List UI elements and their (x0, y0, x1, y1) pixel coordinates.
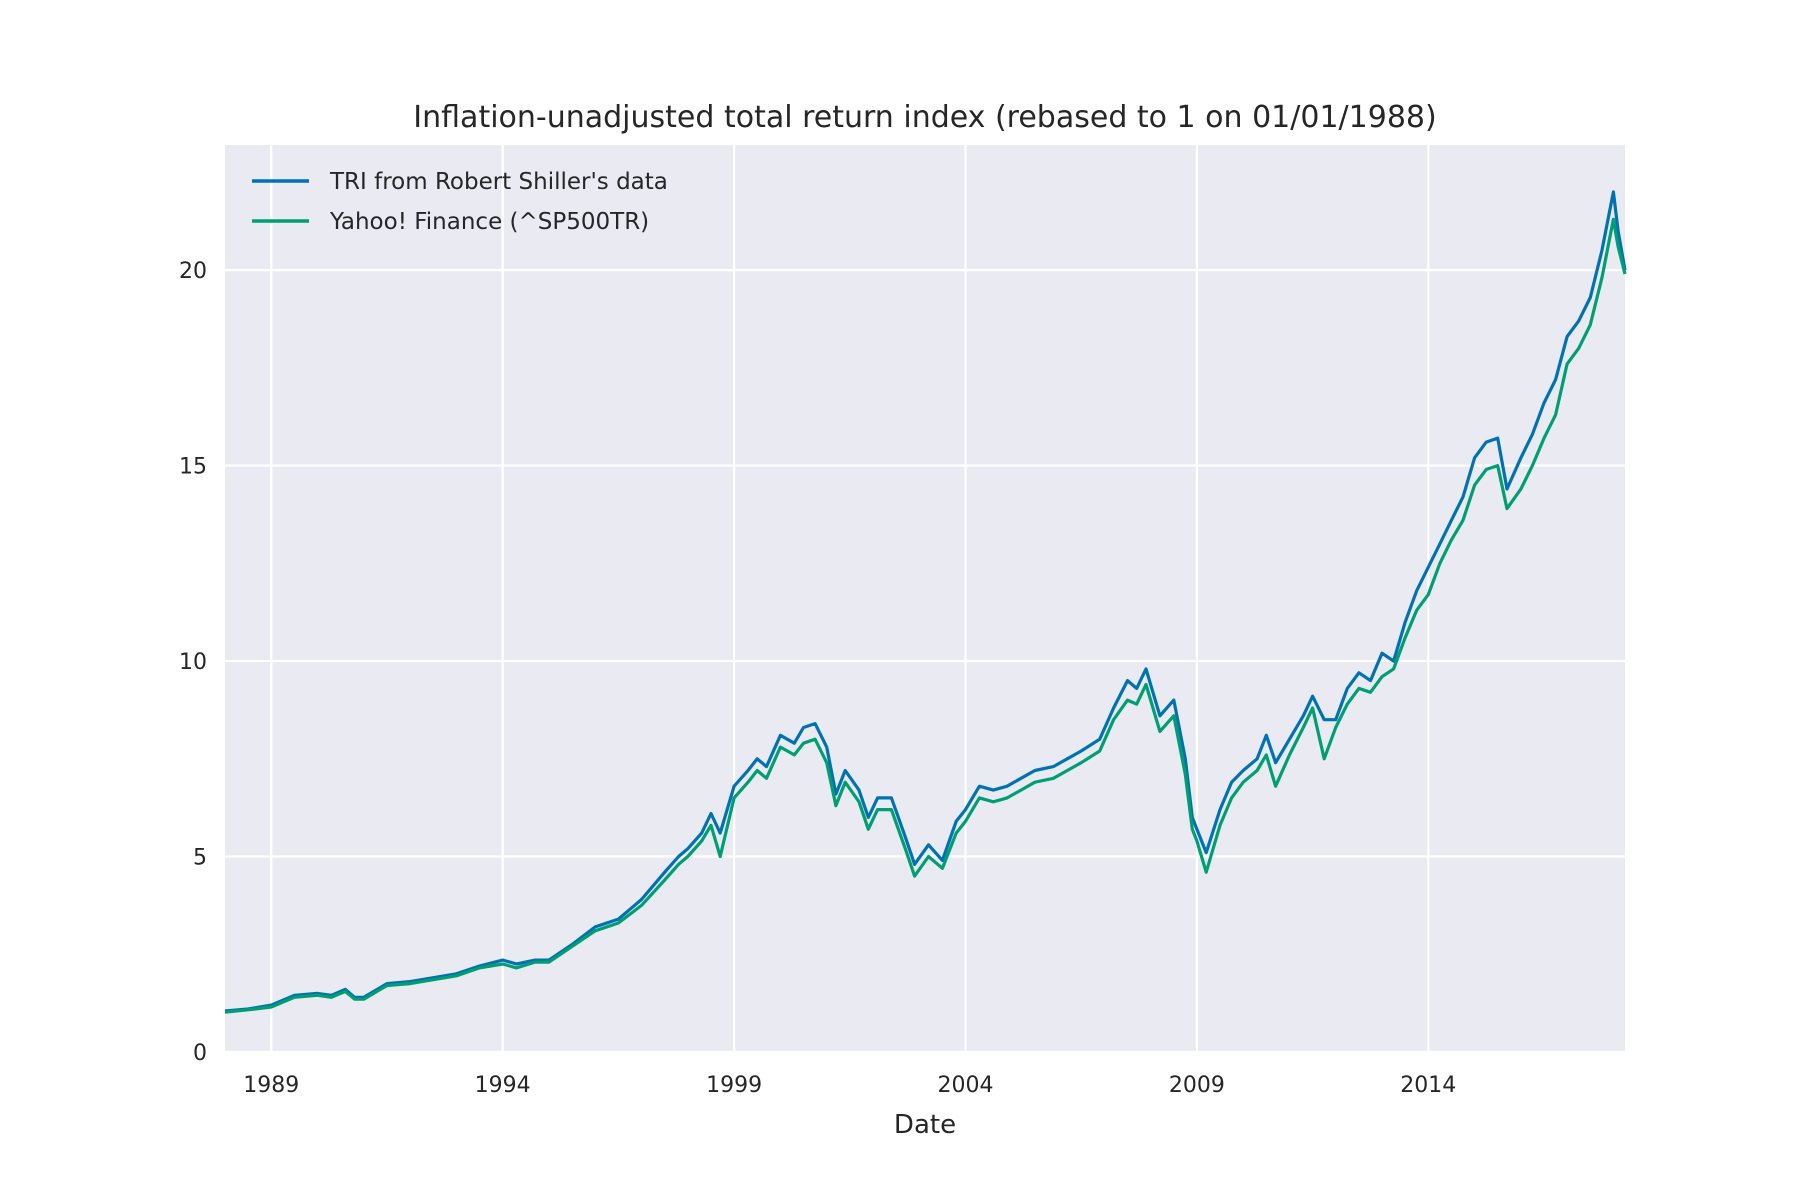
x-tick-label: 1994 (475, 1073, 531, 1098)
x-tick-label: 2009 (1169, 1073, 1225, 1098)
y-tick-label: 5 (193, 846, 207, 871)
y-tick-label: 0 (193, 1041, 207, 1066)
series-layer (224, 190, 1627, 1014)
chart-title: Inflation-unadjusted total return index … (413, 100, 1436, 135)
legend-label-1: TRI from Robert Shiller's data (329, 169, 668, 195)
x-tick-label: 2014 (1400, 1073, 1456, 1098)
x-tick-label: 2004 (937, 1073, 993, 1098)
series-line-1 (224, 190, 1627, 1013)
x-axis-label: Date (894, 1110, 956, 1140)
y-tick-label: 10 (179, 650, 207, 675)
x-axis-ticks: 1989 1994 1999 2004 2009 2014 (243, 1073, 1456, 1098)
y-axis-ticks: 0 5 10 15 20 (179, 259, 207, 1066)
y-tick-label: 20 (179, 259, 207, 284)
x-tick-label: 1999 (706, 1073, 762, 1098)
gridlines (225, 145, 1625, 1054)
y-tick-label: 15 (179, 455, 207, 480)
plot-area (225, 145, 1625, 1052)
legend-label-2: Yahoo! Finance (^SP500TR) (329, 209, 649, 235)
x-tick-label: 1989 (243, 1073, 299, 1098)
series-line-2 (224, 217, 1627, 1014)
legend: TRI from Robert Shiller's data Yahoo! Fin… (252, 169, 668, 235)
